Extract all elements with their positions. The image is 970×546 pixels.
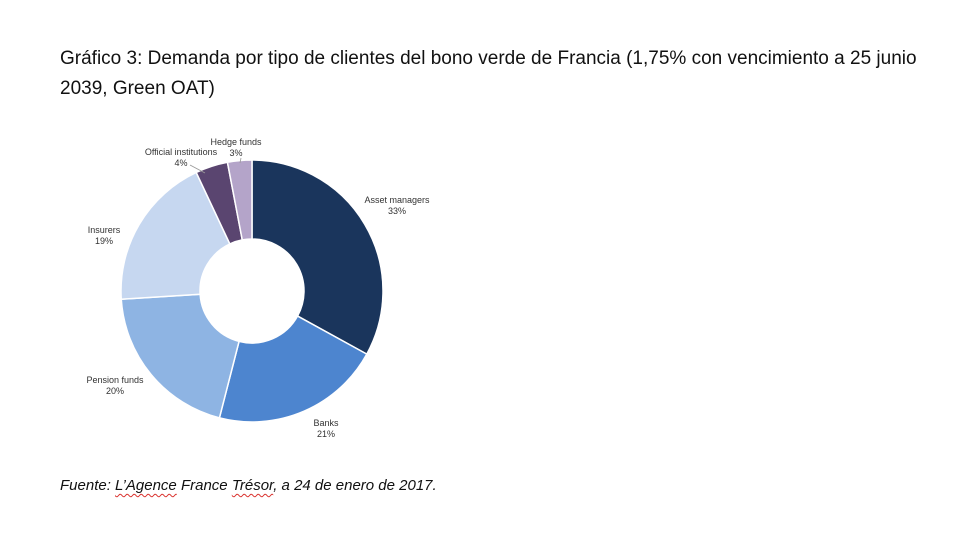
value-insurers: 19% — [95, 236, 113, 246]
value-banks: 21% — [317, 429, 335, 439]
source-middle: France — [176, 477, 232, 494]
value-hedge-funds: 3% — [229, 148, 242, 158]
label-insurers: Insurers — [88, 225, 121, 235]
value-asset-managers: 33% — [388, 206, 406, 216]
value-official-institutions: 4% — [174, 158, 187, 168]
source-tresor-word: Trésor — [231, 477, 274, 494]
label-hedge-funds: Hedge funds — [210, 137, 262, 147]
label-asset-managers: Asset managers — [364, 195, 430, 205]
slice-banks — [218, 315, 368, 423]
source-prefix: Fuente: — [60, 477, 116, 494]
source-suffix: , a 24 de enero de 2017. — [273, 477, 437, 494]
label-pension-funds: Pension funds — [86, 375, 144, 385]
label-banks: Banks — [313, 418, 339, 428]
leader-line — [189, 164, 206, 174]
source-agency-word: L’Agence — [115, 477, 177, 494]
value-pension-funds: 20% — [106, 386, 124, 396]
chart-title: Gráfico 3: Demanda por tipo de clientes … — [60, 48, 917, 99]
slice-asset-managers — [251, 159, 384, 356]
leader-line — [239, 157, 242, 164]
slice-insurers — [120, 171, 231, 301]
label-official-institutions: Official institutions — [145, 147, 218, 157]
source-note: Fuente: L’Agence France Trésor, a 24 de … — [60, 477, 437, 494]
slice-pension-funds — [120, 293, 240, 419]
slice-hedge-funds — [226, 159, 253, 241]
